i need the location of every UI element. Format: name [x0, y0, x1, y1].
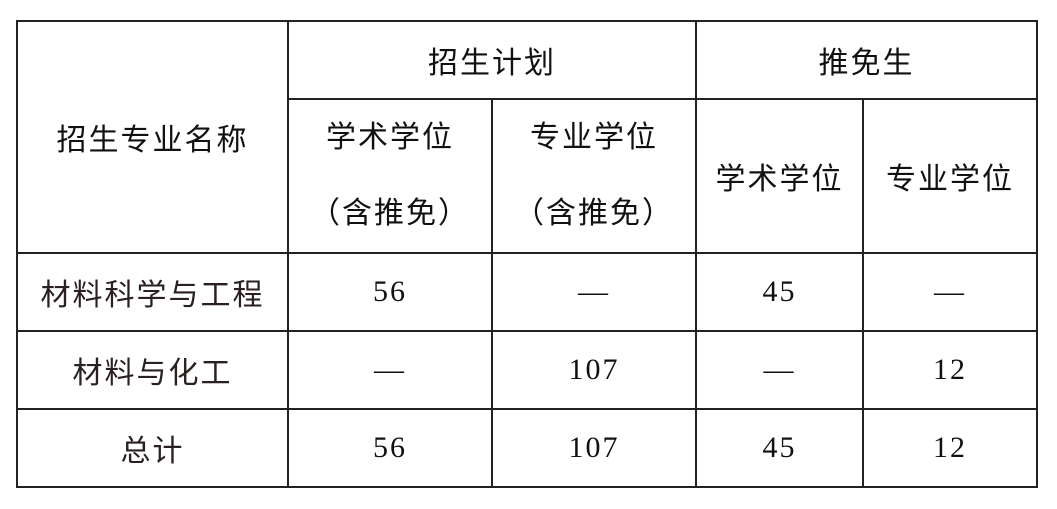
cell-exempt-professional: 12 — [862, 330, 1038, 410]
header-exempt-professional: 专业学位 — [862, 98, 1038, 254]
header-major-name: 招生专业名称 — [16, 20, 289, 254]
cell-plan-professional: — — [491, 252, 697, 332]
table-row-total: 总计 56 107 45 12 — [16, 408, 1038, 488]
table-row: 材料与化工 — 107 — 12 — [16, 330, 1038, 410]
table-row: 材料科学与工程 56 — 45 — — [16, 252, 1038, 332]
header-row-2: 学术学位 （含推免） 专业学位 （含推免） 学术学位 专业学位 — [17, 98, 1038, 254]
cell-exempt-academic: — — [695, 330, 864, 410]
header-exempt-academic: 学术学位 — [695, 98, 864, 254]
row-name: 材料与化工 — [16, 330, 289, 410]
header-plan-academic: 学术学位 （含推免） — [287, 98, 493, 254]
header-row-1: 招生专业名称 招生计划 推免生 — [16, 20, 1038, 254]
cell-exempt-professional: — — [862, 252, 1038, 332]
header-plan-professional-line2: （含推免） — [514, 196, 674, 231]
row-name: 总计 — [16, 408, 289, 488]
header-plan-academic-line1: 学术学位 — [326, 120, 454, 155]
cell-plan-professional: 107 — [491, 408, 697, 488]
header-plan-professional-line1: 专业学位 — [530, 120, 658, 155]
cell-exempt-academic: 45 — [695, 408, 864, 488]
header-exempt-group: 推免生 — [695, 20, 1038, 100]
cell-plan-academic: 56 — [287, 408, 493, 488]
enrollment-table: 招生专业名称 招生计划 推免生 学术学位 （含推免） 专业学位 （含推免） 学术… — [16, 20, 1038, 488]
header-plan-academic-line2: （含推免） — [310, 196, 470, 231]
cell-plan-professional: 107 — [491, 330, 697, 410]
cell-exempt-professional: 12 — [862, 408, 1038, 488]
header-plan-professional: 专业学位 （含推免） — [491, 98, 697, 254]
cell-plan-academic: 56 — [287, 252, 493, 332]
header-plan-group: 招生计划 — [287, 20, 697, 100]
cell-plan-academic: — — [287, 330, 493, 410]
row-name: 材料科学与工程 — [16, 252, 289, 332]
cell-exempt-academic: 45 — [695, 252, 864, 332]
